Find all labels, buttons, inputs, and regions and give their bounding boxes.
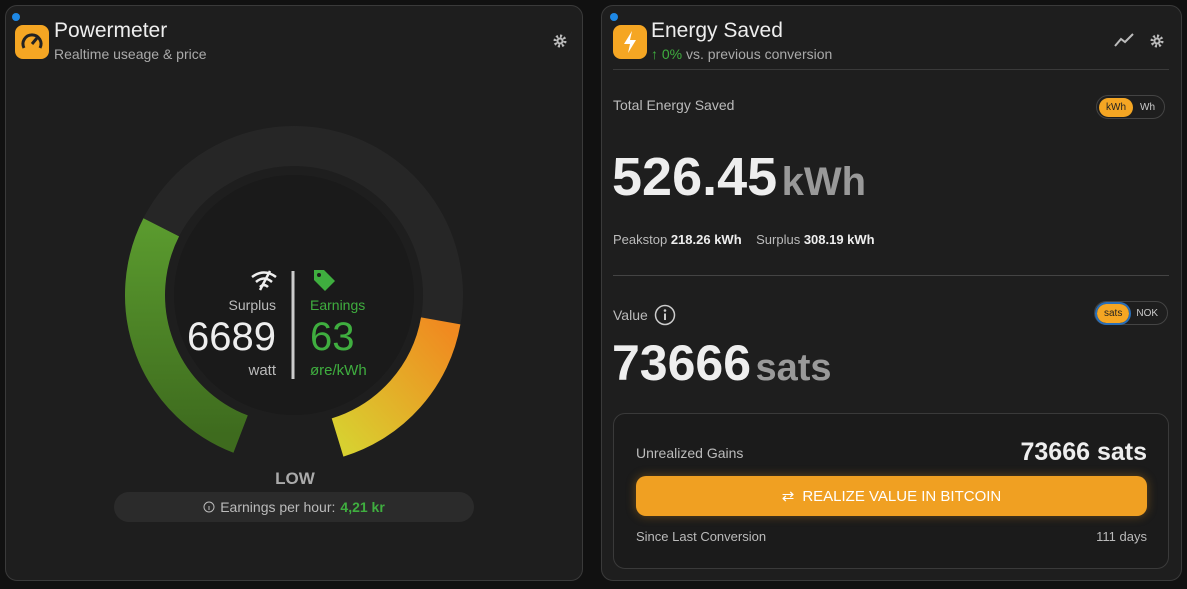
chart-button[interactable]	[1114, 32, 1134, 48]
surplus-unit: watt	[248, 362, 276, 379]
info-icon	[203, 501, 215, 513]
earnings-value: 63	[310, 315, 355, 359]
since-value: 111 days	[1096, 529, 1147, 544]
surplus-value: 6689	[187, 315, 276, 359]
status-dot	[610, 13, 618, 21]
change-number: 0%	[661, 46, 683, 62]
realize-button[interactable]: ⇄ REALIZE VALUE IN BITCOIN	[636, 476, 1147, 516]
peakstop-label: Peakstop	[613, 232, 668, 247]
unrealized-value: 73666 sats	[1020, 438, 1147, 466]
value-unit: sats	[755, 347, 832, 389]
powermeter-card: Powermeter Realtime useage & price Surpl…	[5, 5, 583, 581]
gauge-glyph	[21, 33, 43, 49]
currency-toggle: sats NOK	[1094, 301, 1169, 325]
card-title: Powermeter	[54, 19, 168, 42]
gauge	[125, 126, 463, 457]
earnings-icon	[314, 270, 335, 291]
currency-option[interactable]: NOK	[1136, 307, 1159, 319]
change-row: ↑ 0% vs. previous conversion	[651, 46, 832, 62]
settings-button[interactable]	[552, 33, 568, 49]
status-dot	[12, 13, 20, 21]
earnings-unit: øre/kWh	[310, 362, 367, 379]
since-label: Since Last Conversion	[636, 529, 767, 544]
energy-saved-card: Energy Saved ↑ 0% vs. previous conversio…	[601, 5, 1182, 581]
earnings-per-hour-bar: Earnings per hour: 4,21 kr	[114, 492, 474, 522]
unit-option[interactable]: Wh	[1140, 101, 1155, 113]
divider	[613, 69, 1169, 70]
total-value: 526.45	[612, 147, 778, 207]
earnings-per-hour-label: Earnings per hour:	[220, 499, 336, 515]
surplus-label: Surplus	[756, 232, 801, 247]
gauge-icon	[15, 25, 49, 59]
gauge-orange-arc	[331, 316, 461, 457]
unrealized-box: Unrealized Gains 73666 sats ⇄ REALIZE VA…	[613, 413, 1169, 569]
bolt-glyph	[624, 31, 636, 53]
peakstop-value: 218.26 kWh	[670, 232, 742, 247]
unit-toggle: kWh Wh	[1096, 95, 1165, 119]
currency-option[interactable]: sats	[1094, 301, 1132, 325]
gauge-green-arc	[125, 218, 249, 453]
card-subtitle: Realtime useage & price	[54, 46, 207, 62]
change-label: vs. previous conversion	[686, 46, 833, 62]
earnings-per-hour-value: 4,21 kr	[340, 499, 385, 515]
earnings-label: Earnings	[310, 297, 366, 313]
surplus-value: 308.19 kWh	[803, 232, 875, 247]
breakdown-row: Peakstop 218.26 kWh Surplus 308.19 kWh	[613, 232, 875, 247]
settings-button[interactable]	[1149, 33, 1165, 49]
card-title: Energy Saved	[651, 19, 783, 42]
change-value: ↑ 0%	[651, 46, 683, 62]
value-row: 73666 sats	[612, 334, 832, 392]
surplus-icon	[251, 270, 277, 291]
bolt-icon	[613, 25, 647, 59]
unrealized-label: Unrealized Gains	[636, 445, 744, 461]
surplus-label: Surplus	[228, 297, 276, 313]
unit-option[interactable]: kWh	[1099, 97, 1133, 117]
total-unit: kWh	[781, 160, 867, 204]
value-label: Value	[613, 307, 648, 323]
value-info-button[interactable]	[654, 304, 676, 326]
total-label: Total Energy Saved	[613, 97, 735, 113]
level-label: LOW	[275, 469, 315, 488]
divider	[613, 275, 1169, 276]
realize-button-label: REALIZE VALUE IN BITCOIN	[802, 487, 1002, 505]
total-row: 526.45 kWh	[612, 146, 866, 208]
value-amount: 73666	[612, 335, 752, 391]
